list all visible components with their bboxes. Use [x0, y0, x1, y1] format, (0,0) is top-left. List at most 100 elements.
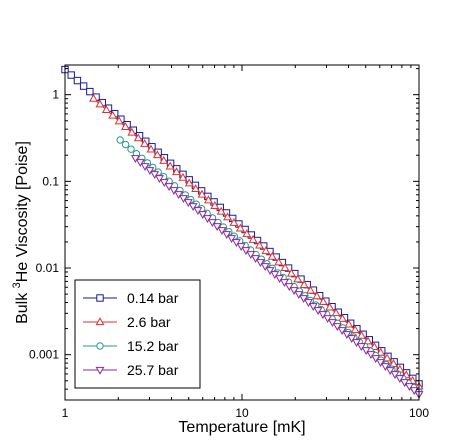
data-point: [242, 229, 252, 238]
data-point: [197, 189, 207, 198]
data-point: [198, 211, 208, 220]
data-point: [116, 136, 124, 144]
series-1: [89, 93, 424, 390]
data-point: [350, 325, 360, 334]
data-point: [318, 296, 328, 305]
data-point: [337, 313, 347, 322]
data-point: [328, 319, 337, 328]
data-point: [366, 351, 376, 360]
data-point: [255, 240, 264, 249]
data-point: [337, 327, 347, 336]
data-point: [312, 291, 322, 300]
y-axis-title-suffix: He Viscosity [Poise]: [14, 141, 31, 282]
data-point: [294, 291, 304, 300]
data-point: [174, 191, 184, 200]
x-tick-label: 10: [235, 406, 249, 420]
data-point: [231, 239, 241, 248]
data-point: [357, 330, 367, 339]
legend-marker: [96, 342, 104, 350]
data-point: [216, 206, 226, 215]
data-point: [193, 207, 203, 216]
y-tick-label: 0.001: [29, 348, 59, 362]
data-point: [150, 171, 160, 180]
data-point: [279, 279, 289, 288]
data-point: [212, 223, 222, 232]
data-point: [188, 203, 198, 212]
data-point: [164, 183, 174, 192]
data-point: [130, 155, 140, 164]
data-point: [308, 303, 318, 312]
data-point: [286, 268, 296, 277]
y-axis-title-superscript: 3: [11, 282, 23, 288]
data-point: [121, 122, 130, 130]
data-point: [114, 116, 124, 125]
data-point: [371, 355, 381, 364]
legend-label: 0.14 bar: [127, 290, 179, 306]
data-point: [155, 175, 164, 184]
data-point: [306, 285, 315, 294]
data-point: [140, 138, 150, 147]
data-point: [73, 76, 82, 85]
data-point: [217, 227, 227, 236]
data-point: [318, 311, 328, 320]
legend-label: 2.6 bar: [127, 314, 171, 330]
data-point: [299, 280, 309, 288]
y-axis-title: Bulk 3He Viscosity [Poise]: [11, 141, 31, 324]
data-point: [183, 199, 193, 208]
data-point: [261, 246, 271, 255]
data-point: [352, 339, 361, 348]
data-point: [203, 195, 213, 204]
data-point: [385, 367, 395, 376]
data-point: [380, 363, 390, 372]
data-point: [356, 343, 366, 352]
data-point: [265, 267, 275, 276]
data-point: [274, 257, 284, 266]
legend-marker: [95, 317, 105, 326]
data-point: [169, 187, 179, 196]
data-point: [227, 235, 237, 244]
data-point: [241, 247, 251, 256]
data-point: [246, 251, 256, 260]
data-point: [179, 195, 188, 204]
ticks-layer: 1 10 100 0.001 0.01 0.1 1: [29, 65, 429, 420]
data-point: [223, 212, 233, 221]
data-point: [325, 302, 335, 311]
data-point: [210, 201, 220, 209]
data-point: [404, 383, 414, 392]
legend-marker: [96, 294, 104, 302]
series-3: [130, 155, 424, 400]
data-point: [235, 223, 245, 232]
data-point: [101, 105, 111, 114]
data-point: [289, 287, 299, 296]
legend-label: 15.2 bar: [127, 338, 179, 354]
legend-label: 25.7 bar: [127, 362, 179, 378]
data-point: [203, 215, 212, 224]
data-point: [342, 331, 352, 340]
data-point: [159, 155, 169, 164]
data-point: [390, 371, 400, 380]
data-point: [108, 110, 118, 119]
data-point: [178, 172, 188, 181]
data-point: [95, 99, 105, 108]
data-point: [363, 336, 373, 345]
data-point: [293, 274, 303, 283]
data-point: [313, 307, 323, 316]
data-point: [159, 179, 169, 188]
data-point: [140, 163, 150, 172]
legend: 0.14 bar 2.6 bar 15.2 bar 25.7 bar: [74, 279, 201, 389]
data-point: [251, 255, 261, 264]
data-point: [284, 283, 294, 292]
data-point: [127, 127, 137, 136]
data-point: [145, 167, 155, 176]
data-point: [382, 353, 392, 362]
x-tick-label: 100: [409, 406, 429, 420]
data-point: [67, 71, 75, 79]
data-point: [79, 82, 88, 90]
data-point: [400, 379, 410, 388]
data-point: [229, 217, 239, 226]
y-axis-title-prefix: Bulk: [14, 288, 31, 324]
data-point: [369, 342, 379, 351]
data-point: [152, 150, 162, 159]
data-point: [275, 275, 285, 284]
